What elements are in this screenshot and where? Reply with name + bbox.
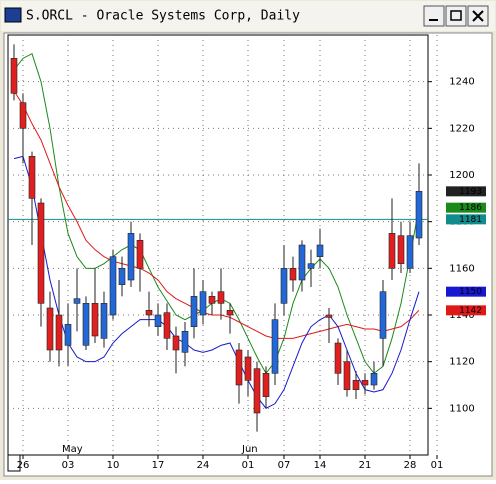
candle-body: [172, 335, 180, 351]
value-box: [446, 214, 486, 225]
candle-body: [289, 268, 297, 281]
value-box: [446, 286, 486, 297]
candle-body: [298, 244, 306, 281]
title-bar: [1, 1, 495, 31]
candle-body: [199, 291, 207, 316]
candle-body: [388, 233, 396, 269]
value-label: 1142: [459, 306, 482, 316]
x-tick-label: 24: [197, 460, 210, 471]
y-tick-label: 1240: [449, 77, 474, 88]
candle-body: [64, 324, 72, 346]
candle-body: [352, 380, 360, 390]
x-tick-label: 14: [314, 460, 327, 471]
candle-body: [82, 303, 90, 346]
candle-body: [181, 331, 189, 353]
indicator-line: [13, 52, 420, 375]
x-tick-label: 21: [359, 460, 372, 471]
month-label: Jun: [241, 444, 258, 455]
candle-body: [127, 233, 135, 281]
candle-body: [226, 310, 234, 316]
candle-body: [145, 310, 153, 316]
x-tick-label: 26: [17, 460, 30, 471]
y-tick-label: 1140: [449, 310, 474, 321]
candle-body: [28, 156, 36, 199]
x-tick-label: 03: [62, 460, 75, 471]
x-tick-label: 28: [404, 460, 417, 471]
candle-body: [118, 268, 126, 285]
candle-body: [37, 202, 45, 304]
value-label: 1186: [459, 203, 482, 213]
candle-body: [262, 373, 270, 397]
x-tick-label: 10: [107, 460, 120, 471]
app-icon: [4, 7, 22, 23]
close-icon: [472, 10, 484, 22]
minimize-button[interactable]: [423, 5, 445, 27]
candle-body: [397, 235, 405, 264]
candle-body: [163, 312, 171, 339]
candle-body: [415, 191, 423, 239]
candle-body: [253, 368, 261, 414]
candle-body: [361, 380, 369, 386]
x-tick-label: 07: [278, 460, 291, 471]
value-box: [446, 186, 486, 197]
x-tick-label: 01: [242, 460, 255, 471]
candle-body: [244, 356, 252, 381]
window-buttons[interactable]: [423, 5, 489, 27]
x-tick-label: 17: [152, 460, 165, 471]
candle-body: [316, 244, 324, 257]
candle-body: [235, 349, 243, 386]
candle-body: [19, 102, 27, 129]
window-title: S.ORCL - Oracle Systems Corp, Daily: [26, 9, 300, 24]
y-tick-label: 1160: [449, 263, 474, 274]
candle-body: [73, 298, 81, 304]
value-label: 1193: [459, 187, 482, 197]
candle-body: [343, 361, 351, 390]
candle-body: [136, 240, 144, 269]
y-tick-label: 1220: [449, 123, 474, 134]
candle-body: [46, 307, 54, 351]
candle-body: [190, 296, 198, 327]
candle-body: [325, 314, 333, 318]
maximize-icon: [450, 10, 462, 21]
candle-body: [91, 303, 99, 337]
candle-body: [154, 314, 162, 327]
candle-body: [307, 263, 315, 269]
candle-body: [271, 319, 279, 374]
candle-body: [10, 58, 18, 94]
value-box: [446, 305, 486, 316]
plot: 1100112011401160118012001220124026031017…: [8, 35, 486, 471]
candle-body: [208, 296, 216, 304]
value-label: 1181: [459, 215, 482, 225]
candle-body: [370, 373, 378, 386]
candle-body: [406, 235, 414, 269]
y-tick-label: 1100: [449, 403, 474, 414]
indicator-line: [13, 90, 420, 339]
month-label: May: [62, 444, 83, 455]
indicator-line: [13, 155, 420, 409]
candle-body: [109, 256, 117, 316]
corner-box: [7, 454, 21, 472]
candle-body: [280, 268, 288, 304]
value-label: 1150: [459, 287, 482, 297]
value-box: [446, 202, 486, 213]
candle-body: [100, 303, 108, 339]
candle-body: [334, 342, 342, 374]
maximize-button[interactable]: [445, 5, 467, 27]
y-tick-label: 1200: [449, 170, 474, 181]
candle-body: [217, 291, 225, 304]
y-tick-label: 1120: [449, 357, 474, 368]
candle-body: [55, 314, 63, 351]
x-tick-label: 01: [431, 460, 444, 471]
candle-body: [379, 291, 387, 339]
